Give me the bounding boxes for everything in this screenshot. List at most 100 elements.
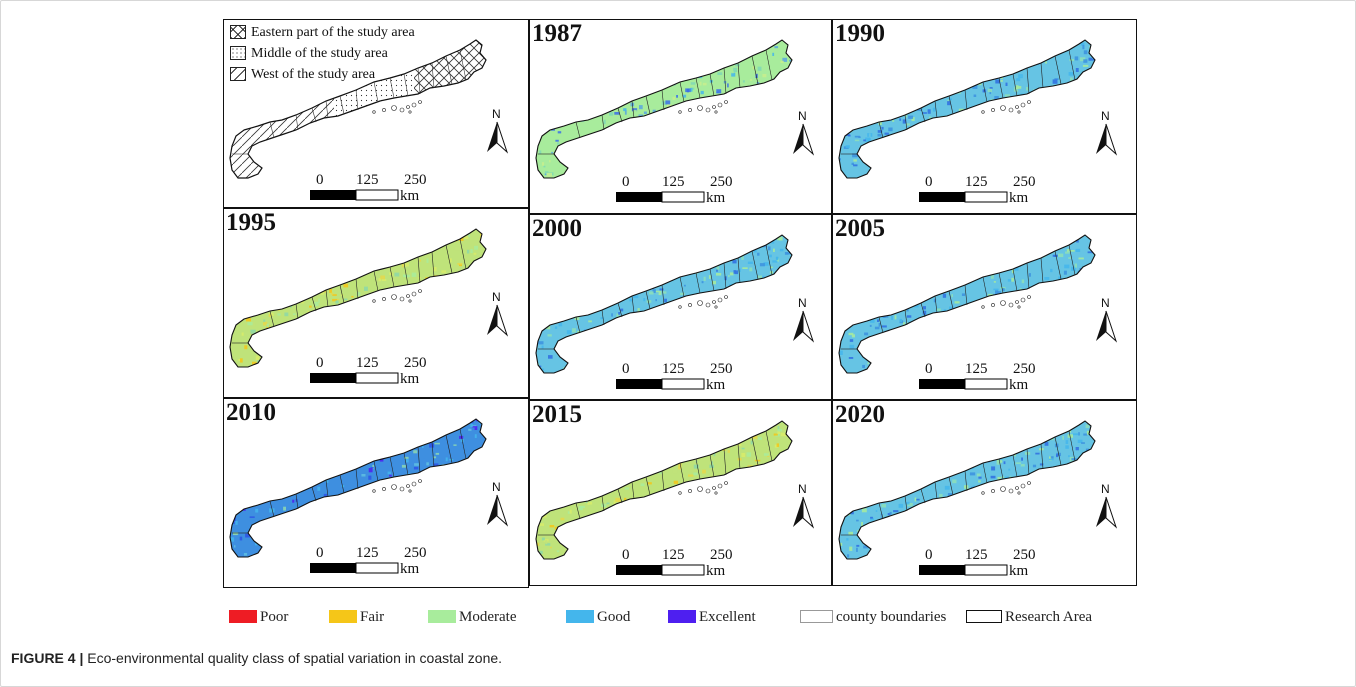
county-boundary bbox=[617, 302, 623, 318]
county-boundary bbox=[403, 262, 409, 286]
county-boundary bbox=[695, 272, 701, 294]
panel-1987-scale-unit: km bbox=[706, 190, 726, 206]
panel-2005-north-arrow-icon-half bbox=[1105, 310, 1118, 343]
county-boundary bbox=[617, 488, 623, 504]
legend-swatch-poor bbox=[229, 610, 257, 623]
county-boundary bbox=[575, 121, 581, 139]
county-boundary bbox=[373, 460, 379, 482]
island bbox=[705, 107, 711, 113]
county-boundary bbox=[631, 100, 635, 119]
island bbox=[418, 100, 422, 104]
island bbox=[991, 108, 995, 112]
panel-1987-north-arrow-icon bbox=[793, 124, 803, 154]
key-swatch-dots bbox=[230, 46, 246, 60]
county-boundary bbox=[295, 303, 299, 320]
key-scale-tick: 125 bbox=[356, 172, 379, 188]
county-boundary bbox=[269, 310, 275, 328]
county-boundary bbox=[417, 67, 421, 95]
island bbox=[688, 108, 692, 112]
island bbox=[399, 107, 405, 113]
island bbox=[1008, 107, 1014, 113]
county-boundary bbox=[445, 244, 453, 274]
island bbox=[372, 489, 376, 493]
key-north-label: N bbox=[492, 107, 501, 121]
panel-year-label: 2020 bbox=[835, 401, 885, 428]
panel-1987-scale-tick: 0 bbox=[622, 174, 630, 190]
county-boundary bbox=[417, 446, 421, 474]
island bbox=[1000, 300, 1006, 306]
map-panel-2000: 0 125 250 km N 2000 bbox=[529, 214, 832, 400]
panel-2010-north-arrow-icon bbox=[487, 495, 497, 525]
legend-label-good: Good bbox=[597, 609, 631, 625]
map-panel-1990: 0 125 250 km N 1990 bbox=[832, 19, 1137, 214]
island bbox=[717, 297, 723, 303]
county-boundary bbox=[1026, 262, 1030, 290]
county-boundary bbox=[373, 81, 379, 103]
island bbox=[382, 108, 386, 112]
panel-1995-north-arrow-icon bbox=[487, 305, 497, 335]
map-panel-2005: 0 125 250 km N 2005 bbox=[832, 214, 1137, 400]
county-boundary bbox=[1026, 448, 1030, 476]
island bbox=[688, 303, 692, 307]
research-area-outline bbox=[229, 228, 487, 368]
island bbox=[418, 479, 422, 483]
island bbox=[406, 105, 410, 109]
island bbox=[724, 481, 728, 485]
legend-label-county-boundaries: county boundaries bbox=[836, 609, 947, 625]
county-boundary bbox=[389, 77, 395, 99]
island bbox=[688, 489, 692, 493]
panel-1987-north-label: N bbox=[798, 109, 807, 123]
panel-2015-scale-tick: 125 bbox=[662, 547, 685, 563]
county-boundary bbox=[982, 462, 988, 484]
county-boundary bbox=[920, 302, 926, 318]
panel-2000-north-label: N bbox=[798, 296, 807, 310]
island bbox=[408, 299, 412, 303]
county-boundary bbox=[1012, 268, 1018, 292]
county-boundary bbox=[934, 295, 938, 314]
island bbox=[717, 102, 723, 108]
county-boundary bbox=[431, 62, 435, 89]
island bbox=[411, 481, 417, 487]
county-boundary bbox=[1068, 244, 1076, 276]
island bbox=[1020, 297, 1026, 303]
research-area-outline bbox=[535, 39, 793, 179]
panel-1995-scale-unit: km bbox=[400, 371, 420, 387]
county-boundary bbox=[695, 77, 701, 99]
panel-2015-north-arrow-icon-half bbox=[802, 496, 815, 529]
island bbox=[678, 305, 682, 309]
panel-2015-scale-unit: km bbox=[706, 563, 726, 579]
panel-2010-scale-tick: 250 bbox=[404, 545, 427, 561]
island bbox=[406, 294, 410, 298]
panel-1995-scale-bar-black bbox=[310, 373, 356, 383]
county-boundary bbox=[459, 238, 467, 270]
county-boundary bbox=[751, 55, 759, 85]
panel-2000-north-arrow-icon bbox=[793, 311, 803, 341]
panel-year-label: 1995 bbox=[226, 209, 276, 236]
county-boundary bbox=[679, 462, 685, 484]
panel-2010-scale-bar-white bbox=[355, 562, 399, 574]
island bbox=[1027, 100, 1031, 104]
county-boundary bbox=[1040, 62, 1044, 89]
island bbox=[1008, 302, 1014, 308]
research-area-outline bbox=[535, 420, 793, 560]
island bbox=[372, 299, 376, 303]
research-area-outline bbox=[838, 420, 1096, 560]
county-boundary bbox=[948, 290, 954, 310]
panel-year-label: 2010 bbox=[226, 399, 276, 426]
key-label-cross: Eastern part of the study area bbox=[251, 25, 415, 40]
panel-1990-scale-tick: 125 bbox=[965, 174, 988, 190]
legend-label-excellent: Excellent bbox=[699, 609, 756, 625]
county-boundary bbox=[948, 476, 954, 496]
county-boundary bbox=[1068, 430, 1076, 462]
panel-2010-north-label: N bbox=[492, 480, 501, 494]
legend-swatch-fair bbox=[329, 610, 357, 623]
panel-1990-north-arrow-icon-half bbox=[1105, 123, 1118, 156]
county-boundary bbox=[1026, 67, 1030, 95]
county-boundary bbox=[389, 456, 395, 478]
island bbox=[1017, 110, 1021, 114]
island bbox=[717, 483, 723, 489]
county-boundary bbox=[878, 502, 884, 520]
island bbox=[1015, 300, 1019, 304]
county-boundary bbox=[998, 272, 1004, 294]
county-boundary bbox=[1012, 73, 1018, 97]
